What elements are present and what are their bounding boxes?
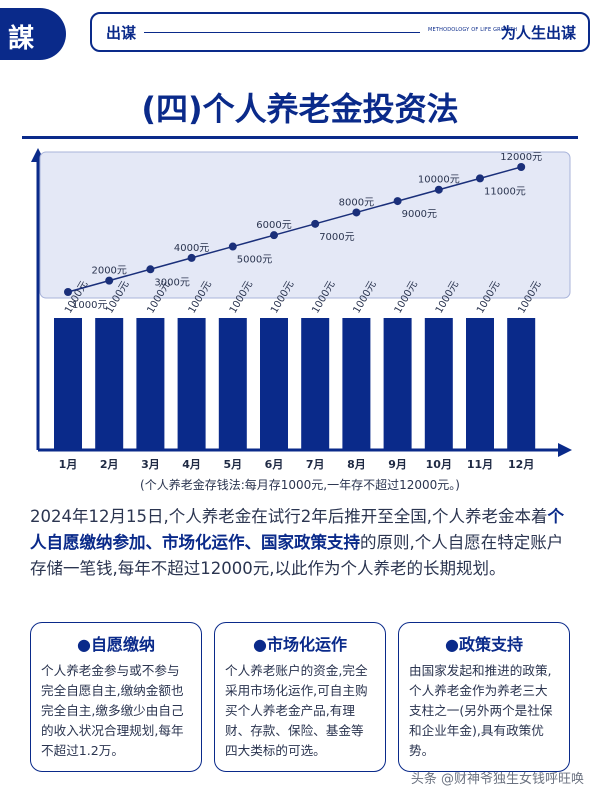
x-tick-label-10: 10月 xyxy=(426,458,452,471)
line-point-12 xyxy=(517,163,526,171)
line-label-8: 8000元 xyxy=(339,197,374,208)
x-tick-label-8: 8月 xyxy=(347,458,366,471)
line-label-5: 5000元 xyxy=(237,255,272,266)
line-label-10: 10000元 xyxy=(418,175,460,186)
bar-5 xyxy=(218,318,247,450)
line-point-10 xyxy=(434,185,443,194)
line-label-4: 4000元 xyxy=(174,243,209,254)
card-market: ●市场化运作 个人养老账户的资金,完全采用市场化运作,可自主购买个人养老金产品,… xyxy=(214,622,386,772)
card-body: 由国家发起和推进的政策,个人养老金作为养老三大支柱之一(另外两个是社保和企业年金… xyxy=(409,663,553,758)
line-label-3: 3000元 xyxy=(154,277,189,288)
x-tick-label-12: 12月 xyxy=(508,458,534,471)
line-point-6 xyxy=(270,231,278,240)
cumulative-line xyxy=(67,166,522,293)
x-tick-label-6: 6月 xyxy=(265,458,284,471)
x-tick-label-4: 4月 xyxy=(182,458,201,471)
line-label-1: 1000元 xyxy=(72,300,107,311)
line-label-12: 12000元 xyxy=(500,152,542,163)
card-title: ●市场化运作 xyxy=(253,635,347,654)
line-point-3 xyxy=(146,265,155,274)
bar-6 xyxy=(260,318,288,450)
savings-chart: 1000元 1000元 1000元 1000元 1000元 1000元 1000元 1000元… xyxy=(31,148,572,471)
bar-7 xyxy=(301,318,330,450)
x-tick-label-2: 2月 xyxy=(100,458,119,471)
bar-2 xyxy=(95,318,124,450)
line-label-11: 11000元 xyxy=(484,186,526,197)
card-title: ●政策支持 xyxy=(445,635,523,654)
page-title: (四)个人养老金投资法 xyxy=(141,90,459,128)
brand-logo: 謀 xyxy=(0,8,66,60)
bar-11 xyxy=(466,318,494,450)
card-voluntary: ●自愿缴纳 个人养老金参与或不参与完全自愿自主,缴纳金额也完全自主,缴多缴少由自… xyxy=(30,622,202,772)
bar-1 xyxy=(54,318,82,450)
line-point-5 xyxy=(228,242,237,251)
line-label-2: 2000元 xyxy=(91,266,126,277)
header-divider xyxy=(144,32,420,33)
x-tick-label-11: 11月 xyxy=(467,458,493,471)
intro-text-bold: 个人自愿缴纳参加、市场化运作、国家政策支持 xyxy=(30,507,564,552)
line-point-8 xyxy=(352,208,361,217)
x-tick-label-3: 3月 xyxy=(141,458,160,471)
bar-8 xyxy=(342,318,371,450)
card-body: 个人养老金参与或不参与完全自愿自主,缴纳金额也完全自主,缴多缴少由自己的收入状况… xyxy=(41,663,184,758)
line-point-2 xyxy=(105,276,114,285)
card-policy: ●政策支持 由国家发起和推进的政策,个人养老金作为养老三大支柱之一(另外两个是社… xyxy=(398,622,570,772)
intro-text-2: 的原则,个人自愿在特定账户存储一笔钱,每年不超过12000元,以此作为个人养老的… xyxy=(30,533,564,578)
bar-9 xyxy=(383,318,412,450)
line-point-11 xyxy=(476,174,484,183)
line-point-9 xyxy=(393,197,402,206)
line-label-9: 9000元 xyxy=(402,209,437,220)
bar-12 xyxy=(507,318,536,450)
logo-text: 謀 xyxy=(8,24,34,54)
watermark: 头条 @财神爷独生女钱呼旺唤 xyxy=(410,772,584,787)
chart-caption: (个人养老金存钱法:每月存1000元,一年存不超过12000元。) xyxy=(140,478,460,492)
x-axis-arrow xyxy=(558,443,572,457)
x-tick-label-7: 7月 xyxy=(306,458,325,471)
title-underline xyxy=(22,136,578,139)
line-label-6: 6000元 xyxy=(256,220,291,231)
card-body: 个人养老账户的资金,完全采用市场化运作,可自主购买个人养老金产品,有理财、存款、… xyxy=(225,663,368,758)
x-tick-label-1: 1月 xyxy=(59,458,78,471)
header-bar: 出谋 METHODOLOGY OF LIFE GROWTH 为人生出谋 xyxy=(90,12,590,52)
line-point-4 xyxy=(187,253,196,262)
line-label-7: 7000元 xyxy=(319,232,354,243)
x-tick-label-5: 5月 xyxy=(223,458,242,471)
bar-3 xyxy=(136,318,165,450)
header-right-label: 为人生出谋 xyxy=(500,24,576,42)
intro-paragraph: 2024年12月15日,个人养老金在试行2年后推开至全国,个人养老金本着个人自愿… xyxy=(30,504,578,582)
bar-4 xyxy=(177,318,206,450)
line-point-7 xyxy=(311,219,320,228)
header-middle-label: METHODOLOGY OF LIFE GROWTH xyxy=(428,27,518,33)
header-left-label: 出谋 xyxy=(106,24,137,42)
intro-text-1: 2024年12月15日,个人养老金在试行2年后推开至全国,个人养老金本着 xyxy=(30,507,548,526)
line-point-1 xyxy=(64,288,72,296)
x-tick-label-9: 9月 xyxy=(388,458,407,471)
bar-10 xyxy=(424,318,453,450)
card-title: ●自愿缴纳 xyxy=(77,635,155,654)
